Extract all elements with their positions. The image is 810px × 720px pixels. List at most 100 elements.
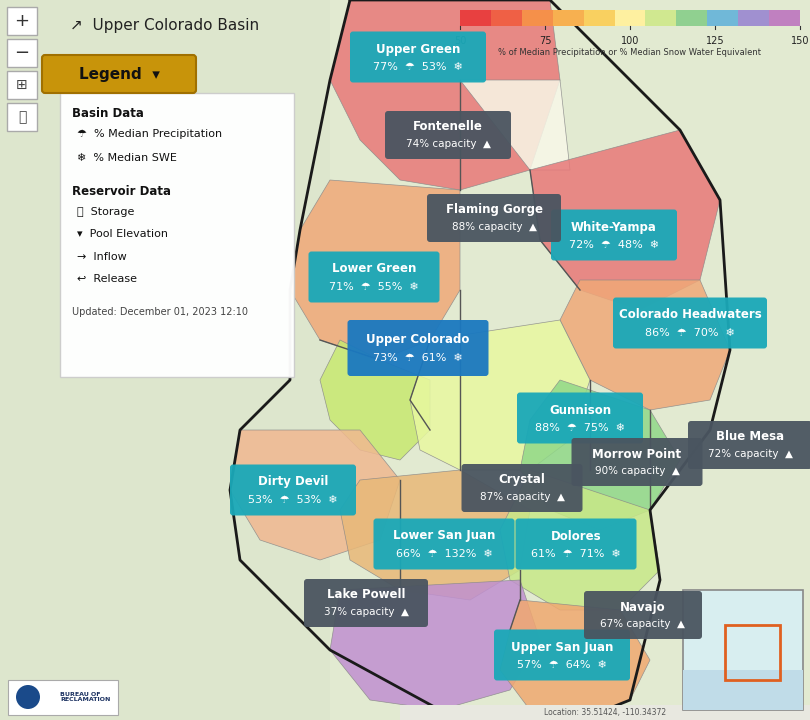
Text: 77%  ☂  53%  ❄: 77% ☂ 53% ❄ xyxy=(373,62,463,72)
FancyBboxPatch shape xyxy=(517,392,643,444)
Text: ⊞: ⊞ xyxy=(16,78,28,92)
Polygon shape xyxy=(460,80,570,170)
Text: Location: 35.51424, -110.34372: Location: 35.51424, -110.34372 xyxy=(544,708,666,716)
Bar xyxy=(725,625,780,680)
FancyBboxPatch shape xyxy=(584,591,702,639)
Text: Upper San Juan: Upper San Juan xyxy=(511,641,613,654)
FancyBboxPatch shape xyxy=(7,71,37,99)
Bar xyxy=(615,10,646,26)
FancyBboxPatch shape xyxy=(613,297,767,348)
FancyBboxPatch shape xyxy=(688,421,810,469)
Text: 71%  ☂  55%  ❄: 71% ☂ 55% ❄ xyxy=(329,282,419,292)
Polygon shape xyxy=(330,0,560,190)
Text: Gunnison: Gunnison xyxy=(549,403,611,416)
Text: 72%  ☂  48%  ❄: 72% ☂ 48% ❄ xyxy=(569,240,659,250)
Text: 90% capacity  ▲: 90% capacity ▲ xyxy=(595,466,680,476)
Text: 88%  ☂  75%  ❄: 88% ☂ 75% ❄ xyxy=(535,423,625,433)
Text: ⎙: ⎙ xyxy=(18,110,26,124)
Bar xyxy=(400,705,810,720)
Text: 66%  ☂  132%  ❄: 66% ☂ 132% ❄ xyxy=(395,549,492,559)
Text: 72% capacity  ▲: 72% capacity ▲ xyxy=(707,449,792,459)
Text: Fontenelle: Fontenelle xyxy=(413,120,483,133)
FancyBboxPatch shape xyxy=(515,518,637,570)
Text: 86%  ☂  70%  ❄: 86% ☂ 70% ❄ xyxy=(645,328,735,338)
Polygon shape xyxy=(330,580,540,710)
Text: 53%  ☂  53%  ❄: 53% ☂ 53% ❄ xyxy=(248,495,338,505)
FancyBboxPatch shape xyxy=(7,39,37,67)
FancyBboxPatch shape xyxy=(42,55,196,93)
FancyBboxPatch shape xyxy=(494,629,630,680)
FancyBboxPatch shape xyxy=(427,194,561,242)
Text: Blue Mesa: Blue Mesa xyxy=(716,431,784,444)
Text: Reservoir Data: Reservoir Data xyxy=(72,185,171,198)
Text: Lake Powell: Lake Powell xyxy=(326,588,405,601)
Text: 57%  ☂  64%  ❄: 57% ☂ 64% ❄ xyxy=(517,660,607,670)
Text: ☂  % Median Precipitation: ☂ % Median Precipitation xyxy=(77,129,222,139)
Text: ↗  Upper Colorado Basin: ↗ Upper Colorado Basin xyxy=(70,18,259,33)
Bar xyxy=(769,10,800,26)
Bar xyxy=(646,10,676,26)
FancyBboxPatch shape xyxy=(304,579,428,627)
Polygon shape xyxy=(290,180,460,360)
Text: Morrow Point: Morrow Point xyxy=(592,448,681,461)
Text: 67% capacity  ▲: 67% capacity ▲ xyxy=(600,619,685,629)
Text: Upper Green: Upper Green xyxy=(376,42,460,55)
Text: Updated: December 01, 2023 12:10: Updated: December 01, 2023 12:10 xyxy=(72,307,248,317)
Text: Colorado Headwaters: Colorado Headwaters xyxy=(619,308,761,322)
FancyBboxPatch shape xyxy=(7,103,37,131)
Text: 75: 75 xyxy=(539,36,552,46)
FancyBboxPatch shape xyxy=(385,111,511,159)
Text: ↩  Release: ↩ Release xyxy=(77,274,137,284)
Polygon shape xyxy=(560,280,730,410)
FancyBboxPatch shape xyxy=(60,93,294,377)
Polygon shape xyxy=(500,470,660,610)
Text: 100: 100 xyxy=(620,36,639,46)
Bar xyxy=(552,10,584,26)
Text: Basin Data: Basin Data xyxy=(72,107,144,120)
Bar xyxy=(683,590,803,710)
Bar xyxy=(738,10,769,26)
Text: White-Yampa: White-Yampa xyxy=(571,220,657,233)
Circle shape xyxy=(16,685,40,709)
Text: 88% capacity  ▲: 88% capacity ▲ xyxy=(451,222,536,232)
Text: →  Inflow: → Inflow xyxy=(77,252,126,262)
Text: 💧  Storage: 💧 Storage xyxy=(77,207,134,217)
Text: 37% capacity  ▲: 37% capacity ▲ xyxy=(323,607,408,617)
Text: ❄  % Median SWE: ❄ % Median SWE xyxy=(77,153,177,163)
FancyBboxPatch shape xyxy=(462,464,582,512)
Text: 50: 50 xyxy=(454,36,467,46)
Text: BUREAU OF
RECLAMATION: BUREAU OF RECLAMATION xyxy=(60,692,110,703)
Bar xyxy=(676,10,707,26)
Text: −: − xyxy=(15,44,29,62)
FancyBboxPatch shape xyxy=(572,438,702,486)
Text: Upper Colorado: Upper Colorado xyxy=(366,333,470,346)
Text: 150: 150 xyxy=(791,36,809,46)
Text: Lower San Juan: Lower San Juan xyxy=(393,529,495,542)
Text: 87% capacity  ▲: 87% capacity ▲ xyxy=(480,492,565,502)
Bar xyxy=(683,670,803,710)
Text: Legend  ▾: Legend ▾ xyxy=(79,66,160,81)
Bar xyxy=(491,10,522,26)
Text: Lower Green: Lower Green xyxy=(332,263,416,276)
Polygon shape xyxy=(500,600,650,720)
Bar xyxy=(584,10,615,26)
Text: 73%  ☂  61%  ❄: 73% ☂ 61% ❄ xyxy=(373,353,463,363)
Text: Flaming Gorge: Flaming Gorge xyxy=(446,204,543,217)
FancyBboxPatch shape xyxy=(7,7,37,35)
Text: 74% capacity  ▲: 74% capacity ▲ xyxy=(406,139,491,149)
FancyBboxPatch shape xyxy=(373,518,514,570)
Text: ▾  Pool Elevation: ▾ Pool Elevation xyxy=(77,229,168,239)
Polygon shape xyxy=(520,380,680,530)
Text: Dolores: Dolores xyxy=(551,529,601,542)
Text: +: + xyxy=(15,12,29,30)
Bar xyxy=(707,10,738,26)
Text: Crystal: Crystal xyxy=(499,474,545,487)
Text: Dirty Devil: Dirty Devil xyxy=(258,475,328,488)
FancyBboxPatch shape xyxy=(309,251,440,302)
FancyBboxPatch shape xyxy=(350,32,486,83)
Text: 61%  ☂  71%  ❄: 61% ☂ 71% ❄ xyxy=(531,549,621,559)
Bar xyxy=(460,10,491,26)
Text: % of Median Precipitation or % Median Snow Water Equivalent: % of Median Precipitation or % Median Sn… xyxy=(498,48,761,57)
Polygon shape xyxy=(230,430,400,560)
Polygon shape xyxy=(340,470,530,600)
